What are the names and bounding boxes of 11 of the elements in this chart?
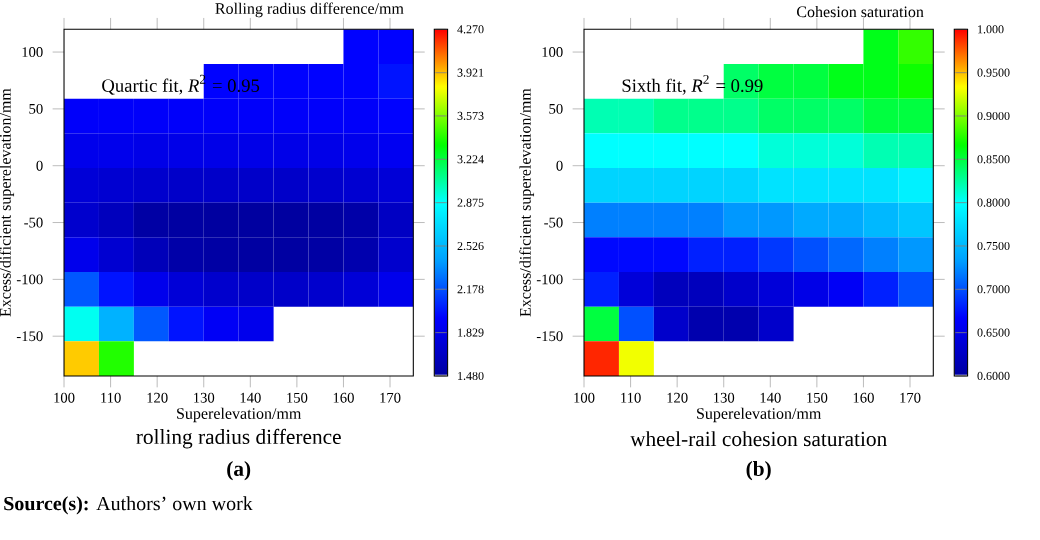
color-bar-title: Cohesion saturation: [797, 5, 924, 18]
color-bar-title: Rolling radius difference/mm: [215, 2, 404, 18]
text: (a): [227, 460, 251, 481]
y-axis-title: Excess/dificient superelevation/mm: [0, 88, 15, 317]
text: rolling radius difference: [136, 428, 341, 449]
y-axis-title: Excess/dificient superelevation/mm: [519, 88, 535, 317]
text: (b): [746, 460, 771, 481]
text: wheel-rail cohesion saturation: [630, 431, 887, 447]
text: Source(s): Authors’ own work: [4, 496, 253, 515]
x-axis-title: Superelevation/mm: [697, 407, 822, 423]
x-axis-title: Superelevation/mm: [177, 407, 302, 423]
